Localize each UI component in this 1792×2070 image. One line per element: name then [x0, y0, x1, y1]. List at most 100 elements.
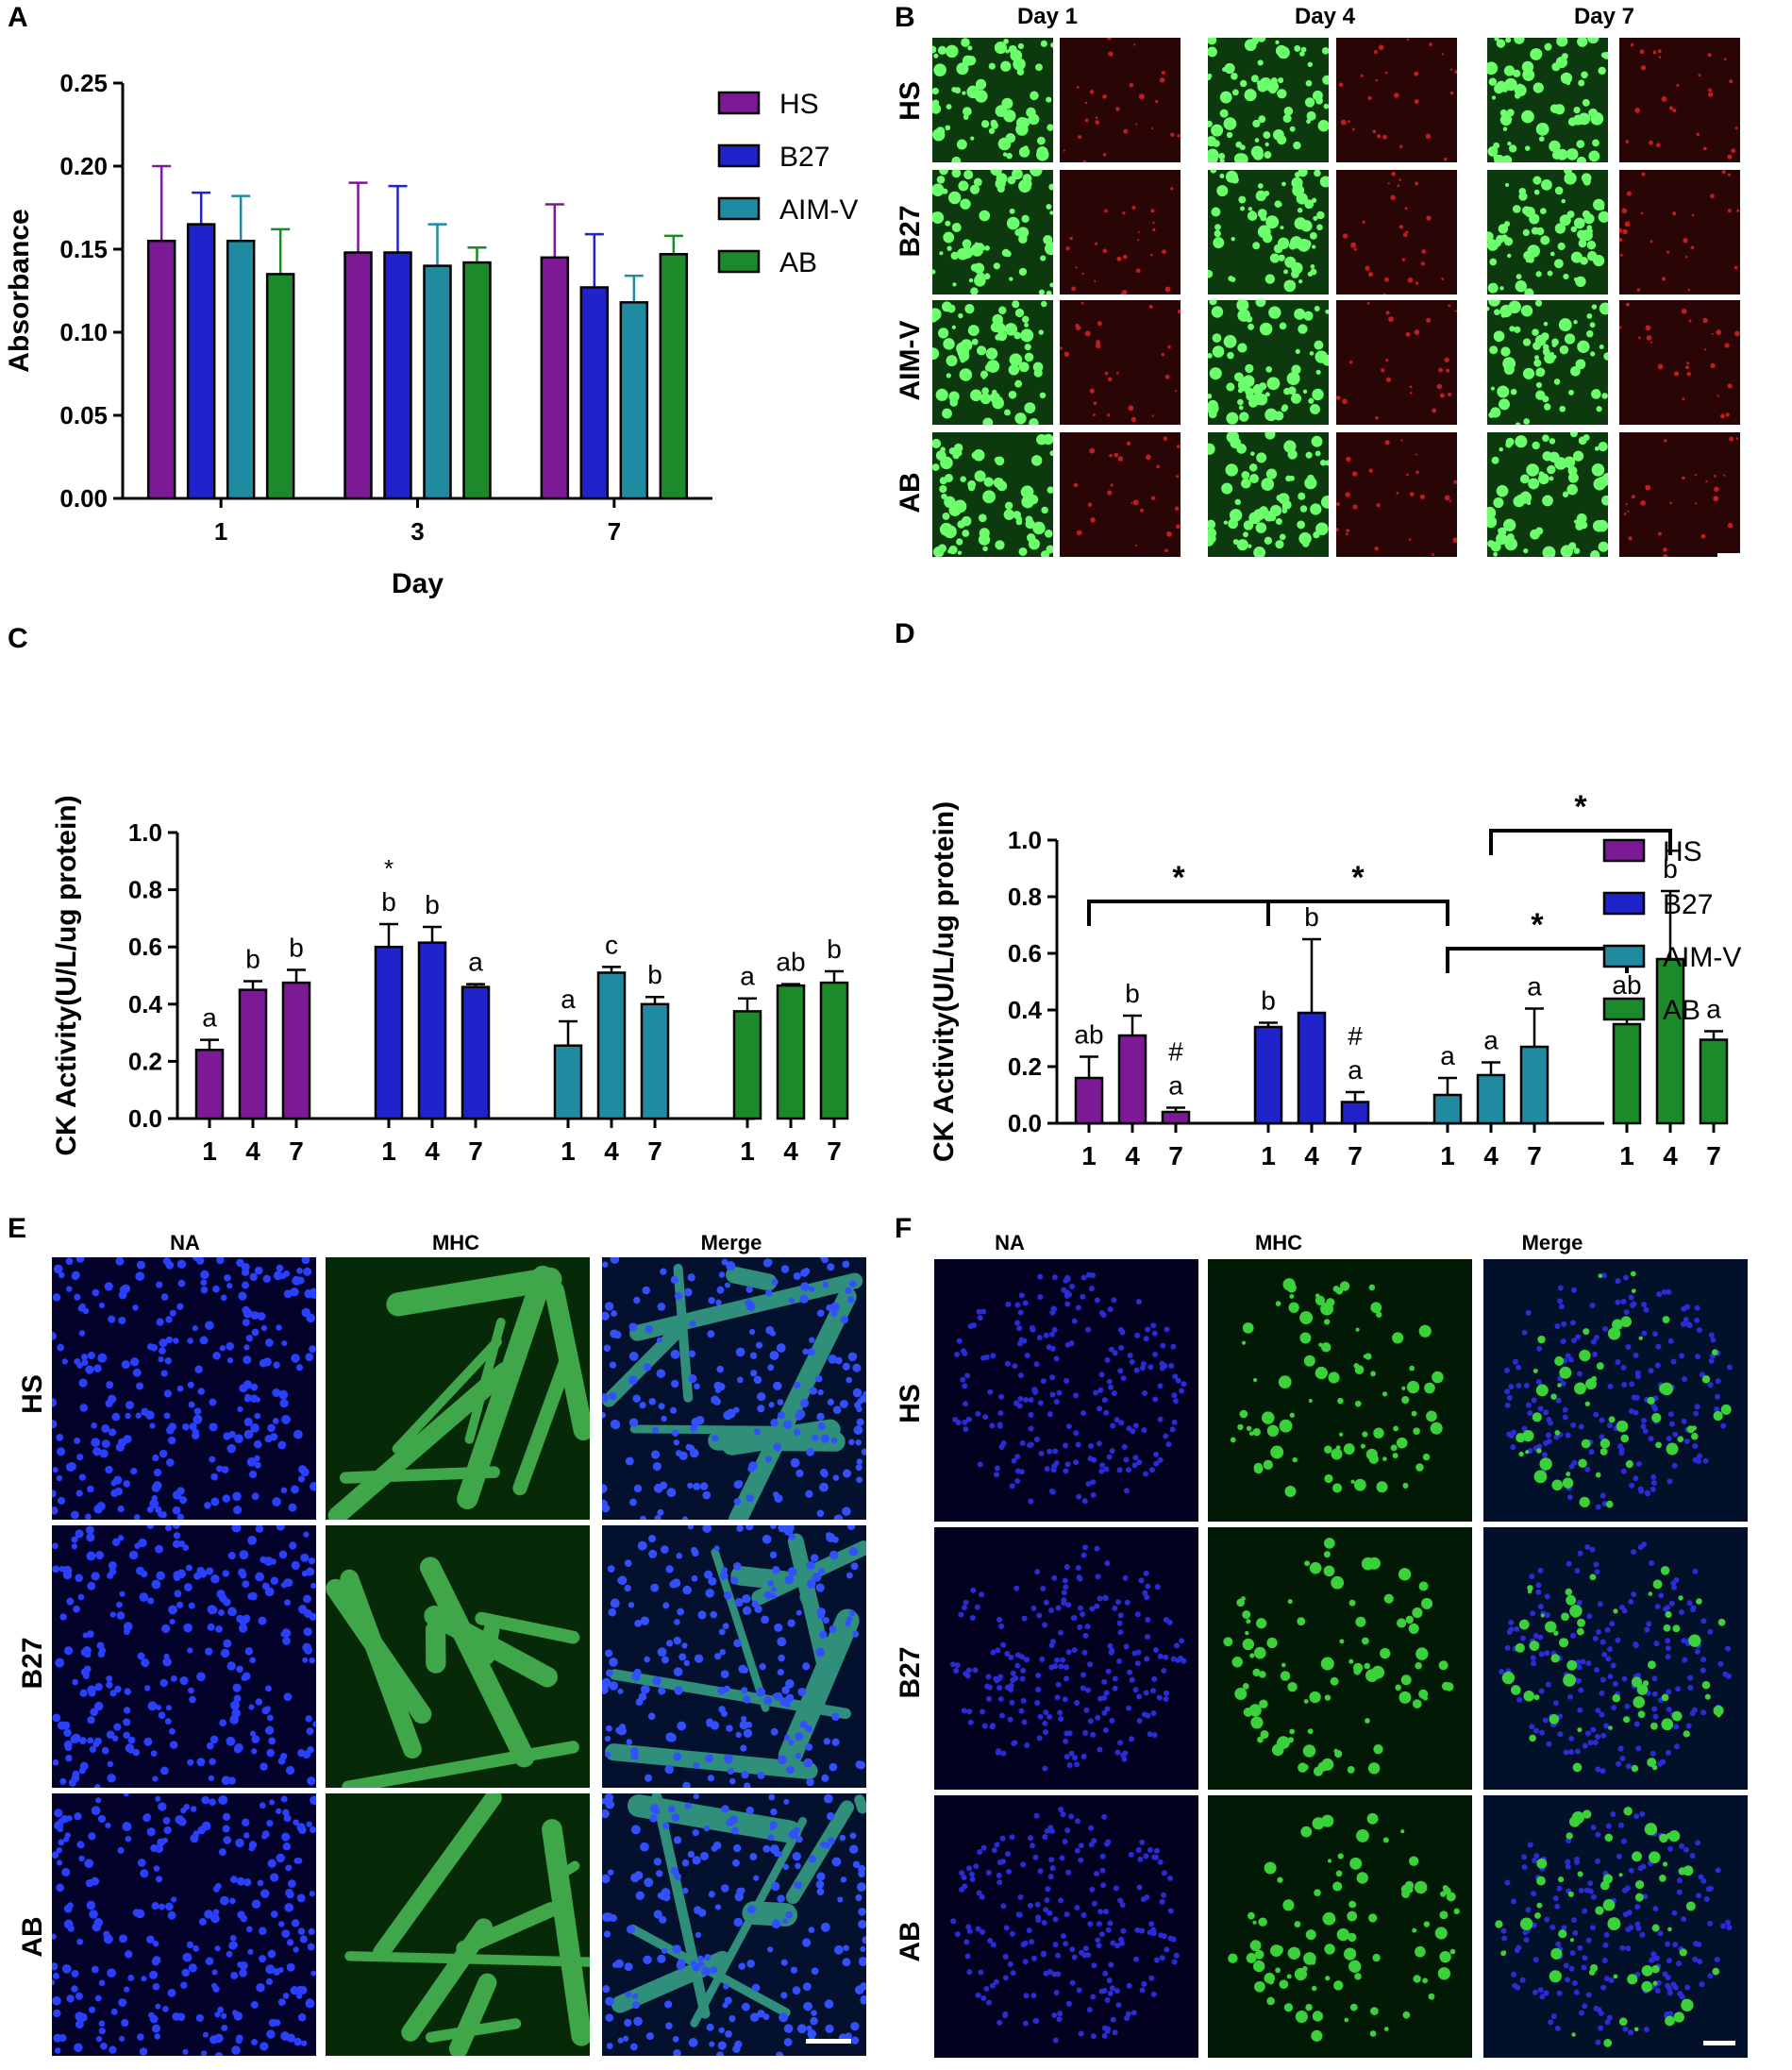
micrograph-b-r3-c1-image — [932, 300, 1053, 425]
x-tick-label: 1 — [214, 517, 227, 546]
y-tick-label: 0.6 — [128, 933, 162, 961]
bar-b27-day-3 — [383, 251, 412, 500]
legend-swatch-hs — [717, 91, 761, 115]
micrograph-e-r2-c1-image — [52, 1525, 316, 1788]
bar-ab-day-7 — [659, 253, 689, 500]
y-tick-label: 0.0 — [1008, 1109, 1042, 1137]
column-header-na: NA — [995, 1231, 1025, 1254]
micrograph-b-r4-c6 — [1619, 432, 1740, 557]
significance-letter: ab — [1612, 970, 1641, 1000]
significance-letter: b — [1663, 854, 1678, 884]
significance-letter: c — [605, 930, 618, 959]
x-tick-label: 4 — [1304, 1141, 1319, 1170]
x-tick-label: 7 — [468, 1136, 483, 1166]
bar-aim-v-day-1 — [553, 1044, 583, 1120]
x-tick-label: 1 — [1081, 1141, 1097, 1170]
micrograph-e-r3-c3-image — [602, 1793, 866, 2056]
bracket-line — [1087, 900, 1270, 926]
bracket-star: * — [1574, 789, 1587, 825]
bar-b27-day-7 — [1340, 1101, 1370, 1125]
bar-ab-day-1 — [732, 1010, 762, 1120]
x-tick-label: 4 — [425, 1136, 440, 1166]
column-header-mhc: MHC — [1254, 1231, 1303, 1254]
legend-label-ab: AB — [779, 247, 817, 278]
micrograph-b-r4-c1 — [932, 432, 1053, 557]
significance-mark: * — [384, 854, 394, 883]
x-tick-label: 1 — [740, 1136, 755, 1166]
y-tick-label: 0.8 — [128, 876, 162, 904]
significance-letter: b — [1304, 902, 1319, 932]
column-header-mhc: MHC — [431, 1231, 480, 1254]
micrograph-e-r2-c1 — [52, 1525, 316, 1788]
bracket-star: * — [1351, 860, 1365, 896]
bar-b27-day-1 — [1253, 1025, 1283, 1125]
micrograph-b-r2-c4 — [1336, 170, 1457, 295]
chart-c: 0.0 0.2 0.4 0.6 0.8 1.0 CK Activity(U/L/ug pro… — [51, 795, 849, 1166]
micrograph-b-r3-c4-image — [1336, 300, 1457, 425]
panel-e-micrographs: NA MHC Merge HS B27 AB — [0, 1218, 887, 2070]
significance-letter: b — [1261, 986, 1276, 1016]
panel-label-c: C — [8, 623, 28, 654]
micrograph-e-r1-c2 — [326, 1257, 590, 1520]
legend-label-hs: HS — [779, 89, 819, 120]
micrograph-b-r1-c2-image — [1060, 38, 1181, 162]
micrograph-b-r4-c2-image — [1060, 432, 1181, 557]
micrograph-b-r2-c6-image — [1619, 170, 1740, 295]
legend-label-hs: HS — [1663, 836, 1702, 867]
x-tick-label: 1 — [1440, 1141, 1455, 1170]
x-tick-label: 1 — [381, 1136, 396, 1166]
micrograph-e-r3-c2 — [326, 1793, 590, 2056]
y-tick-label: 0.2 — [1008, 1052, 1042, 1081]
micrograph-e-r3-c3 — [602, 1793, 866, 2056]
row-label-aimv: AIM-V — [895, 320, 926, 401]
bar-hs-day-4 — [1117, 1034, 1147, 1125]
bracket-line — [1446, 947, 1629, 973]
significance-letter: ab — [776, 948, 805, 977]
bar-b27-day-4 — [1297, 1011, 1327, 1125]
micrograph-e-r1-c1 — [52, 1257, 316, 1520]
micrograph-b-r1-c5-image — [1487, 38, 1608, 162]
micrograph-e-r1-c1-image — [52, 1257, 316, 1520]
significance-letter: a — [1168, 1071, 1183, 1101]
micrograph-b-r2-c6 — [1619, 170, 1740, 295]
significance-bracket: * — [1446, 907, 1629, 973]
column-header-day7: Day 7 — [1573, 4, 1635, 29]
x-tick-label: 7 — [1348, 1141, 1363, 1170]
bracket-star: * — [1531, 907, 1544, 943]
legend-swatch-ab — [717, 249, 761, 274]
bar-b27-day-7 — [461, 985, 491, 1120]
significance-letter: a — [1348, 1055, 1363, 1085]
significance-bracket: * — [1489, 789, 1672, 855]
chart-a: 0.00 0.05 0.10 0.15 0.20 0.25 1 3 7 Day Absorbance… — [4, 69, 858, 599]
micrograph-f-r2-c3 — [1483, 1527, 1748, 1790]
panel-label-a: A — [8, 2, 28, 33]
row-label-hs: HS — [17, 1374, 48, 1414]
scale-bar — [1717, 553, 1742, 557]
x-tick-label: 7 — [1706, 1141, 1721, 1170]
panel-b-micrographs: Day 1 Day 4 Day 7 HS B27 AIM-V AB — [887, 0, 1792, 566]
y-tick-label: 0.6 — [1008, 939, 1042, 968]
bar-aim-v-day-7 — [640, 1002, 670, 1120]
x-tick-label: 1 — [202, 1136, 217, 1166]
micrograph-b-r1-c2 — [1060, 38, 1181, 162]
y-tick-label: 0.05 — [59, 401, 108, 429]
y-tick-label: 0.0 — [128, 1104, 162, 1133]
micrograph-f-r1-c1-image — [934, 1259, 1198, 1522]
x-tick-label: 3 — [410, 517, 424, 546]
micrograph-e-r3-c2-image — [326, 1793, 590, 2056]
bar-hs-day-1 — [194, 1049, 225, 1120]
row-label-hs: HS — [895, 81, 926, 121]
micrograph-f-r1-c2 — [1208, 1259, 1472, 1522]
micrograph-b-r2-c3 — [1208, 170, 1329, 295]
micrograph-b-r3-c2-image — [1060, 300, 1181, 425]
significance-letter: a — [1440, 1041, 1455, 1070]
legend-label-ab: AB — [1663, 995, 1700, 1026]
significance-letter: b — [425, 890, 440, 919]
micrograph-b-r4-c5-image — [1487, 432, 1608, 557]
x-axis-title: Day — [392, 568, 444, 599]
legend-swatch-ab — [1602, 997, 1646, 1021]
x-tick-label: 7 — [1527, 1141, 1542, 1170]
column-header-day1: Day 1 — [1016, 4, 1079, 29]
y-tick-label: 0.10 — [59, 318, 108, 346]
x-tick-label: 1 — [1619, 1141, 1634, 1170]
